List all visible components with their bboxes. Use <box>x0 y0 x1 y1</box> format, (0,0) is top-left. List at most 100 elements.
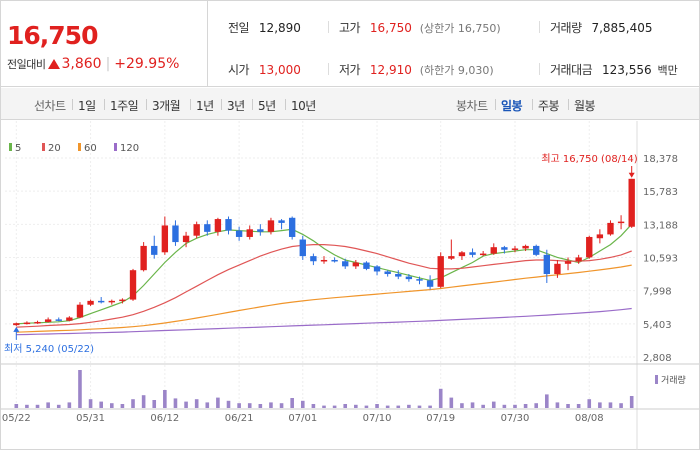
separator <box>221 99 222 110</box>
current-price: 16,750 <box>7 21 98 50</box>
high-price: 고가 16,750 (상한가 16,750) <box>339 19 501 36</box>
legend-swatch <box>114 143 117 151</box>
separator <box>539 63 540 75</box>
x-tick-label: 05/22 <box>2 413 31 424</box>
separator <box>328 63 329 75</box>
volume-bar <box>237 403 241 408</box>
x-tick-label: 07/30 <box>501 413 530 424</box>
volume-bar <box>619 403 623 408</box>
legend-swatch <box>42 143 45 151</box>
volume-bar <box>523 404 528 408</box>
period-1y[interactable]: 1년 <box>196 99 214 113</box>
period-3m[interactable]: 3개월 <box>152 99 181 113</box>
candle-body <box>66 317 73 321</box>
volume-bar <box>332 405 337 408</box>
candle-body <box>405 276 413 280</box>
upper-limit: (상한가 16,750) <box>419 22 501 35</box>
volume-bar <box>502 404 507 408</box>
candle-body <box>342 261 349 267</box>
separator <box>146 99 147 110</box>
candle-body <box>246 229 253 237</box>
open-value: 13,000 <box>258 63 301 77</box>
volume-bar <box>78 370 82 408</box>
up-arrow-icon <box>48 59 61 69</box>
date-axis: 05/22 05/31 06/12 06/21 07/01 07/10 07/19 07/30… <box>2 413 604 424</box>
volume-bar <box>67 402 72 408</box>
candle-body <box>257 229 264 232</box>
moving-average-lines <box>16 223 633 336</box>
volume-bar <box>513 404 517 408</box>
volume-bar <box>354 404 358 408</box>
candle-body <box>299 239 306 257</box>
candle-body <box>479 253 487 256</box>
candle-body <box>448 256 455 259</box>
period-weekly[interactable]: 주봉 <box>538 99 560 113</box>
candle-body <box>119 299 126 302</box>
candle-body <box>395 274 402 277</box>
candle-body <box>458 252 466 257</box>
volume-bar <box>205 402 210 408</box>
volume-legend-swatch <box>655 375 658 384</box>
volume-bar <box>545 394 549 408</box>
x-tick-label: 08/08 <box>575 413 604 424</box>
change-row: 전일대비 3,860 | +29.95% <box>7 56 179 72</box>
candle-body <box>161 225 169 253</box>
high-label: 고가 <box>339 21 361 35</box>
volume-bar <box>247 403 252 408</box>
candle-body <box>607 222 614 235</box>
amount-unit: 백만 <box>657 64 678 77</box>
candle-body <box>267 220 275 232</box>
y-tick-label: 13,188 <box>643 220 678 231</box>
candle-body <box>617 221 625 224</box>
amount-value: 123,556 <box>602 63 652 77</box>
low-price: 저가 12,910 (하한가 9,030) <box>339 61 494 78</box>
candle-body <box>416 279 423 281</box>
candle-body <box>511 248 519 250</box>
volume-bar <box>396 405 401 408</box>
volume-bar <box>534 403 539 408</box>
period-1w[interactable]: 1주일 <box>110 99 139 113</box>
volume-legend-label: 거래량 <box>661 374 686 386</box>
ma-legend: 5 20 60 120 <box>9 143 139 154</box>
volume-bar <box>131 399 135 408</box>
candle-body <box>76 304 84 318</box>
chart-grid <box>1 121 699 450</box>
volume-bar <box>311 404 316 408</box>
candle-body <box>596 234 604 239</box>
candle-body <box>320 259 328 262</box>
candle-body <box>172 225 179 243</box>
volume-bar <box>428 405 432 408</box>
period-5y[interactable]: 5년 <box>258 99 276 113</box>
volume-bar <box>322 405 326 408</box>
candle-body <box>373 266 381 272</box>
candle-body <box>182 235 190 243</box>
price-axis: 18,378 15,783 13,188 10,593 7,998 5,403 2,808 <box>643 154 678 364</box>
prev-close: 전일 12,890 <box>228 19 301 36</box>
candle-body <box>151 245 158 255</box>
volume-bar <box>173 398 178 408</box>
candle-body <box>87 300 94 305</box>
volume-bar <box>258 404 263 408</box>
y-tick-label: 5,403 <box>643 320 672 331</box>
candle-body <box>129 270 137 300</box>
period-3y[interactable]: 3년 <box>227 99 245 113</box>
period-1d[interactable]: 1일 <box>78 99 96 113</box>
period-10y[interactable]: 10년 <box>291 99 316 113</box>
trade-amount: 거래대금 123,556 백만 <box>550 61 678 78</box>
volume-bar <box>226 400 231 408</box>
volume-label: 거래량 <box>550 21 582 35</box>
prev-close-value: 12,890 <box>258 21 301 35</box>
price-box: 16,750 전일대비 3,860 | +29.95% <box>1 1 208 87</box>
volume-bar <box>300 400 305 408</box>
candle-body <box>543 254 550 275</box>
period-daily[interactable]: 일봉 <box>501 99 523 113</box>
candle-body <box>225 219 232 231</box>
x-tick-label: 05/31 <box>76 413 105 424</box>
y-tick-label: 10,593 <box>643 254 678 265</box>
volume-bar <box>279 403 284 408</box>
volume-bar <box>576 404 581 408</box>
quote-info-grid: 전일 12,890 고가 16,750 (상한가 16,750) 거래량 7,8… <box>208 1 699 87</box>
ma-line-ma60 <box>16 264 632 333</box>
period-monthly[interactable]: 월봉 <box>574 99 596 113</box>
volume-bar <box>587 399 592 408</box>
